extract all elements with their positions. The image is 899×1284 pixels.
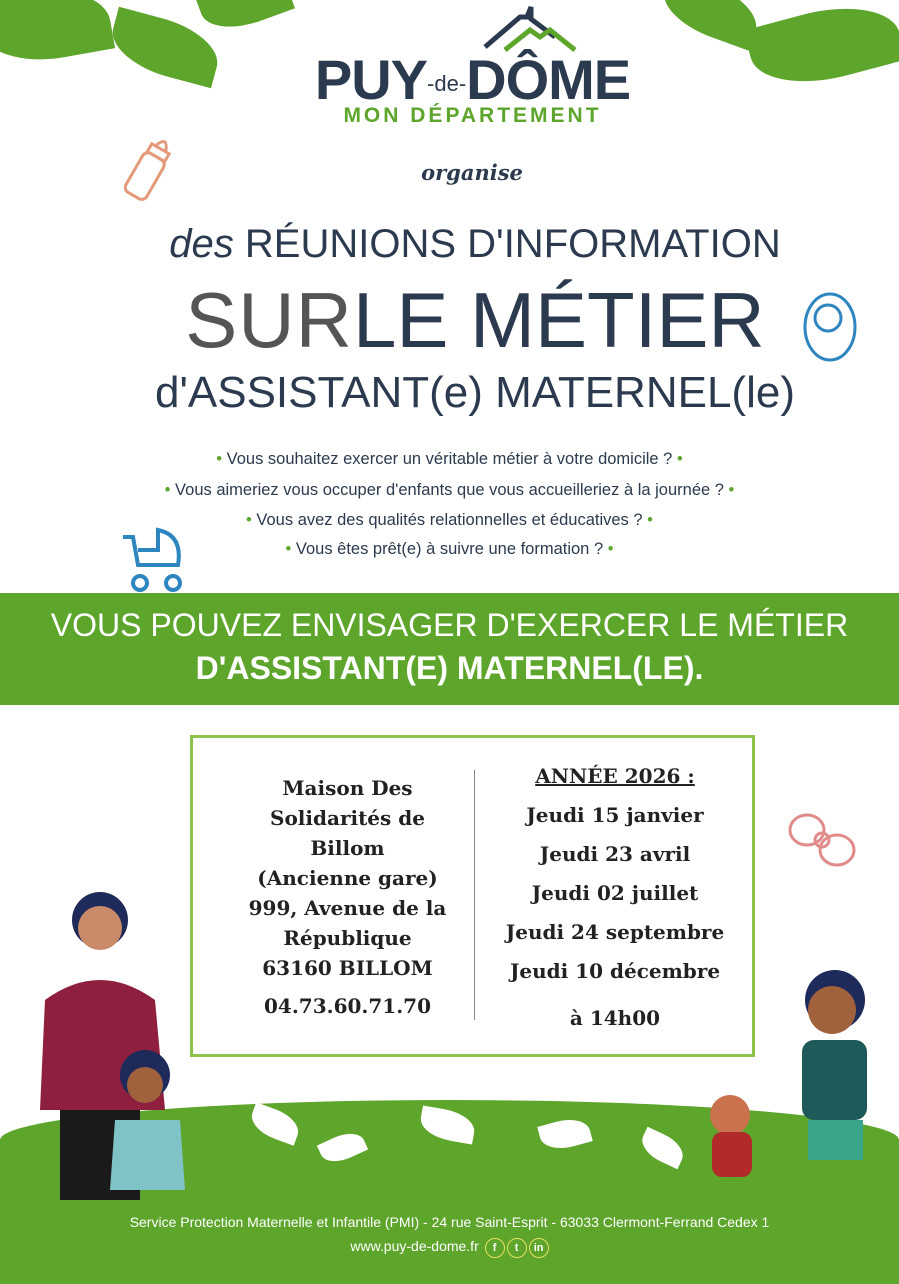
location-line: (Ancienne gare) <box>257 866 438 890</box>
title-line-3: d'ASSISTANT(e) MATERNEL(le) <box>155 368 795 417</box>
title-line-2: SURLE MÉTIER <box>185 276 765 364</box>
question-item: • Vous avez des qualités relationnelles … <box>246 511 653 529</box>
logo-mountain-icon <box>483 6 577 52</box>
info-frame <box>190 735 755 1057</box>
location-line: Solidarités de <box>270 806 425 830</box>
location-line: Maison Des <box>282 776 413 800</box>
pacifier-icon <box>788 813 856 867</box>
children-illustration <box>710 970 867 1177</box>
footer-address: Service Protection Maternelle et Infanti… <box>129 1214 770 1230</box>
baby-icon <box>803 292 857 362</box>
schedule-date: Jeudi 23 avril <box>539 842 691 866</box>
location-block: Maison Des Solidarités de Billom (Ancien… <box>220 773 475 1021</box>
baby-bottle-icon <box>123 140 172 201</box>
logo-tagline: MON DÉPARTEMENT <box>343 104 602 127</box>
website-link[interactable]: www.puy-de-dome.fr <box>350 1238 479 1254</box>
footer-links: www.puy-de-dome.fr f t in <box>0 1238 899 1258</box>
title-line-1: des RÉUNIONS D'INFORMATION <box>169 222 781 266</box>
location-line: 999, Avenue de la <box>248 896 447 920</box>
column-divider <box>474 770 475 1020</box>
banner-line-1: VOUS POUVEZ ENVISAGER D'EXERCER LE MÉTIE… <box>50 607 849 643</box>
location-line: 63160 BILLOM <box>262 956 433 980</box>
question-item: • Vous aimeriez vous occuper d'enfants q… <box>164 481 735 499</box>
schedule-date: Jeudi 10 décembre <box>509 959 721 983</box>
intro-text: organise <box>421 160 523 185</box>
schedule-date: Jeudi 24 septembre <box>505 920 725 944</box>
stroller-icon <box>123 527 182 592</box>
location-line: République <box>283 926 412 950</box>
location-line: Billom <box>310 836 385 860</box>
twitter-icon[interactable]: t <box>506 1238 527 1258</box>
phone-number: 04.73.60.71.70 <box>263 994 431 1018</box>
schedule-heading: ANNÉE 2026 : <box>535 764 695 788</box>
parent-child-illustration <box>40 892 185 1200</box>
schedule-date: Jeudi 15 janvier <box>526 803 704 827</box>
schedule-date: Jeudi 02 juillet <box>531 881 699 905</box>
question-item: • Vous êtes prêt(e) à suivre une formati… <box>285 540 614 558</box>
schedule-time: à 14h00 <box>569 1006 661 1030</box>
schedule-block: ANNÉE 2026 : Jeudi 15 janvier Jeudi 23 a… <box>485 757 745 1038</box>
banner: VOUS POUVEZ ENVISAGER D'EXERCER LE MÉTIE… <box>0 593 899 705</box>
banner-line-2: D'ASSISTANT(E) MATERNEL(LE). <box>195 650 704 686</box>
logo-name: PUY-de-DÔME <box>314 48 631 111</box>
facebook-icon[interactable]: f <box>484 1238 505 1258</box>
question-item: • Vous souhaitez exercer un véritable mé… <box>216 450 683 468</box>
linkedin-icon[interactable]: in <box>528 1238 549 1258</box>
